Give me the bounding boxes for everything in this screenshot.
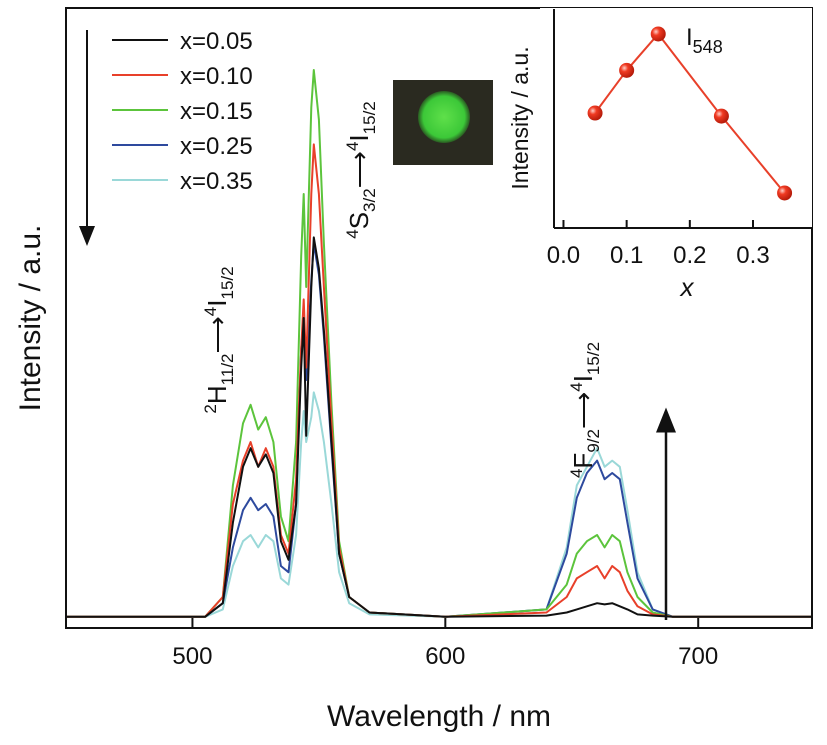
inset-x-tick-label: 0.3 bbox=[736, 242, 769, 269]
legend-label: x=0.05 bbox=[180, 28, 253, 55]
inset-data-point bbox=[777, 185, 793, 201]
legend-label: x=0.35 bbox=[180, 168, 253, 195]
x-axis-label: Wavelength / nm bbox=[327, 700, 551, 733]
series-line-0 bbox=[66, 236, 812, 618]
series-line-4 bbox=[66, 391, 812, 618]
main-plot-frame bbox=[65, 7, 813, 629]
x-tick-label: 500 bbox=[172, 643, 212, 670]
inset-x-tick-label: 0.1 bbox=[610, 242, 643, 269]
series-layer bbox=[66, 69, 812, 618]
transition-label-h: 2H11/2⟶4I15/2 bbox=[201, 266, 237, 413]
legend: x=0.05 x=0.10 x=0.15 x=0.25 x=0.35 bbox=[112, 28, 253, 195]
inset-data-point bbox=[587, 105, 603, 121]
inset-background bbox=[540, 8, 812, 228]
legend-label: x=0.15 bbox=[180, 98, 253, 125]
inset-data-point bbox=[650, 26, 666, 42]
legend-label: x=0.10 bbox=[180, 63, 253, 90]
inset-annotation: I548 bbox=[686, 24, 723, 57]
transition-label-s: 4S3/2⟶4I15/2 bbox=[343, 101, 379, 239]
inset-x-axis-label: x bbox=[679, 272, 695, 302]
inset-x-tick-label: 0.0 bbox=[547, 242, 580, 269]
transition-label-f: 4F9/2⟶4I15/2 bbox=[567, 342, 603, 478]
y-axis-label: Intensity / a.u. bbox=[14, 225, 47, 412]
inset-data-point bbox=[713, 108, 729, 124]
green-emission-spot bbox=[418, 91, 470, 143]
x-tick-label: 700 bbox=[678, 643, 718, 670]
inset-data-point bbox=[619, 62, 635, 78]
x-tick-label: 600 bbox=[425, 643, 465, 670]
inset-x-tick-label: 0.2 bbox=[673, 242, 706, 269]
inset-y-axis-label: Intensity / a.u. bbox=[507, 46, 533, 189]
series-line-2 bbox=[66, 69, 812, 618]
series-line-3 bbox=[66, 242, 812, 618]
legend-label: x=0.25 bbox=[180, 133, 253, 160]
